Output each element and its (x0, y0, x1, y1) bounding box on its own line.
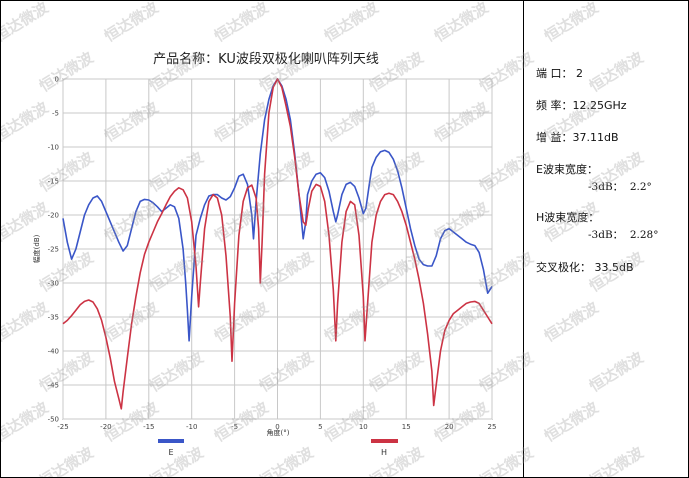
chart-panel: 产品名称：KU波段双极化喇叭阵列天线 -25 -20 -15 -10 -5 0 5 10 15 2… (1, 1, 523, 477)
h-beamwidth-title: H波束宽度： (536, 211, 600, 224)
y-tick-label: -20 (48, 212, 59, 220)
panel-divider (523, 1, 524, 477)
x-tick-label: 10 (359, 423, 368, 431)
y-tick-label: -50 (48, 416, 59, 424)
x-tick-label: -5 (231, 423, 238, 431)
series-line-h (62, 78, 493, 410)
h-beamwidth-value: -3dB： 2.28° (588, 229, 659, 241)
x-tick-label: -15 (143, 423, 154, 431)
port-text: 端 口： 2 (536, 67, 583, 80)
y-tick-label: -35 (48, 314, 59, 322)
y-axis-label: 幅度(dB) (32, 234, 41, 263)
x-tick-label: -10 (186, 423, 197, 431)
y-tick-label: -30 (48, 280, 59, 288)
cross-polarization-text: 交叉极化： 33.5dB (536, 261, 634, 274)
legend: E H (158, 439, 398, 457)
grid-lines (62, 78, 493, 420)
y-tick-label: -5 (52, 110, 59, 118)
chart-title: 产品名称：KU波段双极化喇叭阵列天线 (153, 51, 379, 67)
e-beamwidth-value: -3dB： 2.2° (588, 181, 652, 193)
tick-labels: -25 -20 -15 -10 -5 0 5 10 15 20 250-5-10-15-20-25-… (48, 76, 497, 432)
y-tick-label: -10 (48, 144, 59, 152)
x-tick-label: 20 (445, 423, 454, 431)
legend-label-e: E (168, 448, 173, 457)
x-tick-label: 0 (275, 423, 279, 431)
x-tick-label: -20 (100, 423, 111, 431)
series-lines (62, 78, 493, 410)
frequency-text: 频 率：12.25GHz (536, 99, 627, 112)
x-axis-label: 角度(°) (267, 428, 290, 437)
y-tick-label: -15 (48, 178, 59, 186)
y-tick-label: -40 (48, 348, 59, 356)
e-beamwidth-title: E波束宽度： (536, 163, 598, 176)
x-tick-label: -25 (57, 423, 68, 431)
legend-label-h: H (381, 448, 387, 457)
x-tick-label: 15 (402, 423, 411, 431)
gain-text: 增 益：37.11dB (536, 131, 619, 144)
spec-panel: 端 口： 2 频 率：12.25GHz 增 益：37.11dB E波束宽度： -… (524, 1, 688, 477)
y-tick-label: 0 (55, 76, 59, 84)
y-tick-label: -45 (48, 382, 59, 390)
x-tick-label: 25 (488, 423, 497, 431)
radiation-pattern-chart: 产品名称：KU波段双极化喇叭阵列天线 -25 -20 -15 -10 -5 0 5 10 15 2… (32, 51, 497, 457)
y-tick-label: -25 (48, 246, 59, 254)
x-tick-label: 5 (318, 423, 322, 431)
